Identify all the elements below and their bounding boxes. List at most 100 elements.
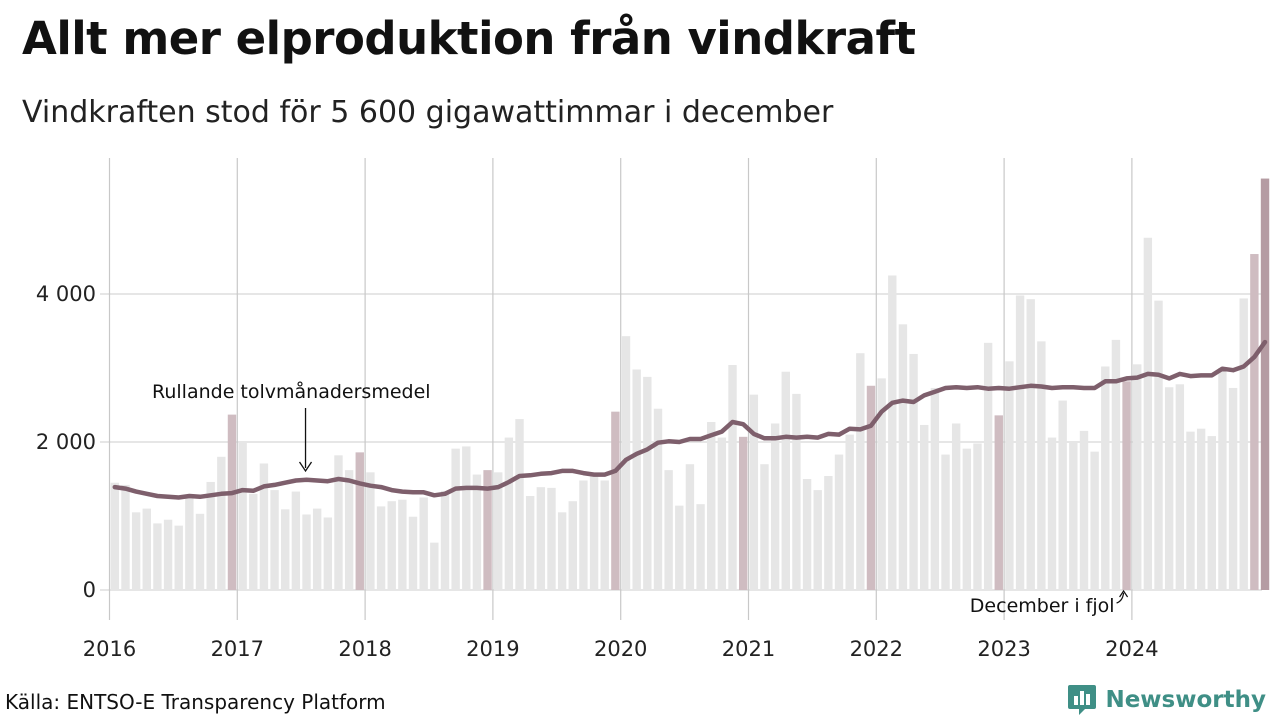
annotation-arrow-head	[298, 461, 313, 473]
monthly-bar	[483, 470, 492, 590]
monthly-bar	[1058, 400, 1067, 590]
x-tick-label: 2016	[83, 637, 136, 661]
monthly-bar	[675, 505, 684, 590]
rolling-mean-layer	[112, 339, 1268, 500]
monthly-bar	[728, 365, 737, 590]
monthly-bar	[781, 371, 790, 590]
monthly-bar	[1026, 299, 1035, 590]
monthly-bar	[770, 423, 780, 590]
monthly-bar	[600, 480, 609, 590]
monthly-bar	[515, 419, 524, 590]
monthly-bar	[1250, 254, 1259, 591]
monthly-bar	[632, 369, 641, 590]
monthly-bar	[611, 411, 620, 590]
monthly-bar	[866, 385, 876, 590]
y-tick-label: 2 000	[36, 430, 96, 454]
monthly-bar	[238, 442, 247, 590]
monthly-bar	[259, 463, 269, 590]
bar-chart-speech-bubble-icon	[1068, 685, 1097, 715]
annotation-december-arrow	[1116, 592, 1125, 604]
monthly-bar	[195, 513, 205, 590]
monthly-bar	[1015, 295, 1025, 590]
x-tick-label: 2021	[722, 637, 775, 661]
monthly-bar	[376, 506, 386, 590]
monthly-bar	[653, 408, 663, 590]
monthly-bar	[568, 501, 577, 590]
monthly-bar	[387, 501, 396, 590]
monthly-bar	[717, 437, 727, 590]
monthly-bar	[1069, 442, 1078, 590]
monthly-bar	[664, 470, 673, 590]
monthly-bar	[962, 448, 972, 590]
x-tick-label: 2018	[338, 637, 391, 661]
monthly-bar	[547, 487, 556, 590]
monthly-bar	[281, 509, 290, 590]
x-tick-label: 2023	[977, 637, 1030, 661]
monthly-bar	[323, 517, 333, 590]
monthly-bar	[621, 336, 631, 590]
monthly-bar	[1133, 364, 1142, 590]
monthly-bar	[270, 490, 279, 590]
monthly-bar	[760, 464, 769, 590]
monthly-bar	[994, 415, 1003, 590]
monthly-bar	[898, 324, 908, 590]
monthly-bar	[525, 496, 535, 590]
monthly-bar	[1143, 237, 1153, 590]
monthly-bar	[1037, 341, 1046, 590]
monthly-bar	[856, 353, 865, 590]
monthly-bar	[834, 454, 844, 590]
monthly-bar	[909, 353, 918, 590]
monthly-bar	[589, 474, 599, 590]
monthly-bar	[1218, 368, 1227, 590]
monthly-bar	[249, 493, 258, 590]
chart-subtitle: Vindkraften stod för 5 600 gigawattimmar…	[22, 95, 834, 130]
newsworthy-logo[interactable]: Newsworthy	[1067, 683, 1266, 717]
monthly-bar	[1154, 300, 1163, 590]
monthly-bar	[494, 472, 503, 590]
monthly-bar	[408, 516, 418, 590]
monthly-bar	[557, 512, 567, 590]
monthly-bar	[291, 491, 301, 590]
monthly-bar	[696, 504, 705, 590]
brand-name: Newsworthy	[1105, 687, 1266, 713]
x-tick-label: 2020	[594, 637, 647, 661]
monthly-bar	[227, 414, 237, 590]
monthly-bar	[973, 443, 982, 590]
axis-labels: 0 2 000 4 000 2016 2017 2018 2019 2020 2021 2022 2…	[36, 282, 1159, 661]
monthly-bar	[749, 394, 759, 590]
monthly-bar	[312, 508, 322, 590]
monthly-bar	[738, 436, 748, 590]
x-tick-label: 2017	[211, 637, 264, 661]
monthly-bar	[217, 456, 226, 590]
monthly-bar	[920, 424, 929, 590]
monthly-bar	[1228, 387, 1238, 590]
monthly-bar	[430, 542, 439, 590]
monthly-bar	[1175, 384, 1185, 590]
monthly-bar	[983, 342, 993, 590]
monthly-bar	[110, 482, 120, 590]
monthly-bar	[1122, 381, 1131, 590]
monthly-bar	[877, 378, 886, 590]
wind-power-chart: 0 2 000 4 000 2016 2017 2018 2019 2020 2021 2022 2…	[36, 158, 1270, 661]
monthly-bar	[941, 454, 950, 590]
x-tick-label: 2022	[850, 637, 903, 661]
monthly-bar	[536, 487, 546, 590]
annotation-december-label: December i fjol	[970, 595, 1115, 617]
annotation-rolling-mean-label: Rullande tolvmånadersmedel	[152, 380, 431, 403]
monthly-bar	[462, 446, 471, 590]
monthly-bar	[1186, 431, 1195, 590]
monthly-bar	[302, 514, 311, 590]
monthly-bar	[1005, 361, 1014, 590]
monthly-bar	[355, 452, 364, 590]
monthly-bar	[802, 479, 812, 590]
monthly-bar	[824, 476, 833, 590]
monthly-bar	[792, 393, 801, 590]
monthly-bar	[440, 490, 450, 590]
monthly-bar	[1164, 387, 1174, 590]
monthly-bar	[1047, 437, 1057, 590]
monthly-bar	[398, 499, 407, 590]
monthly-bar	[121, 484, 130, 590]
monthly-bar	[1079, 430, 1089, 590]
monthly-bar	[579, 480, 588, 590]
monthly-bar	[685, 464, 695, 590]
